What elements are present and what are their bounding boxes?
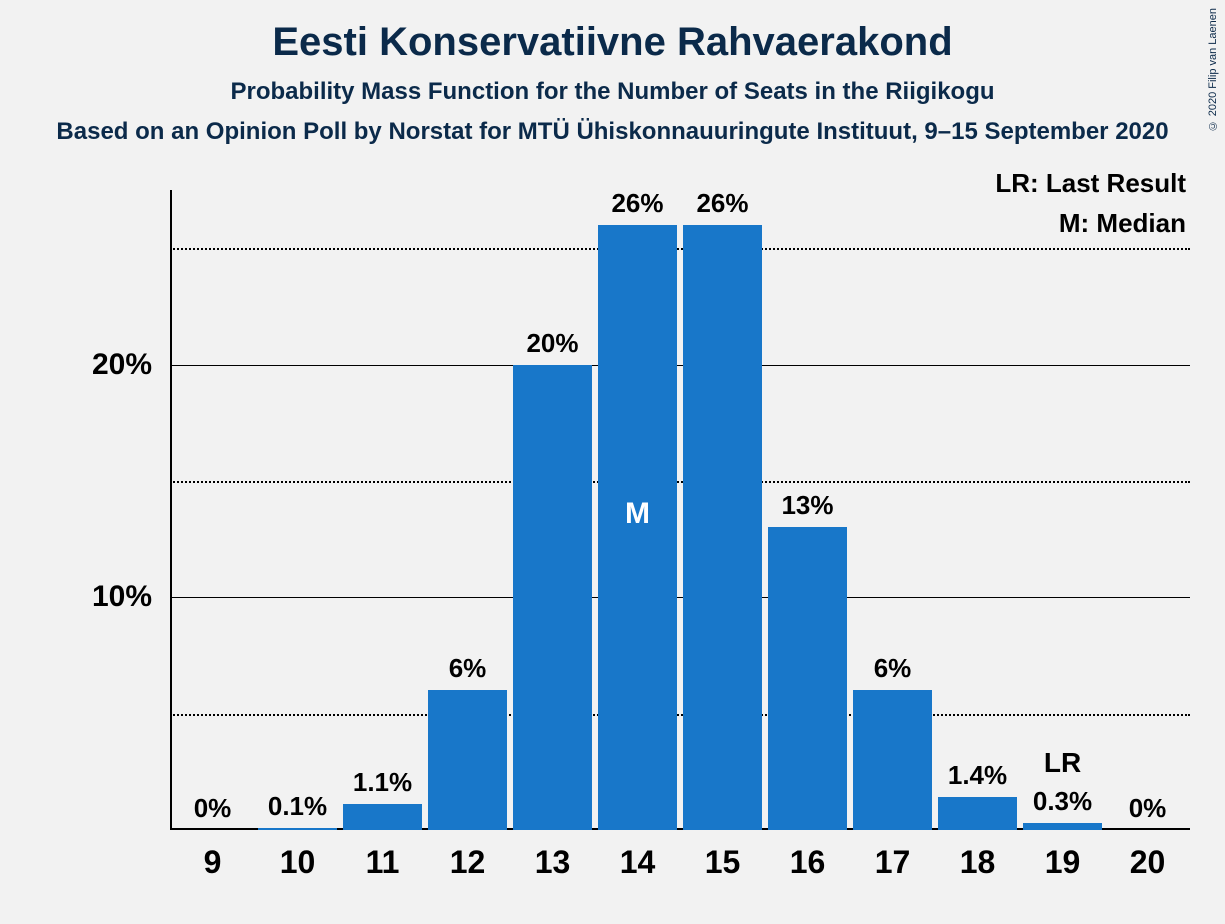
bar-value-label: 13% [781,490,833,521]
x-tick-label: 9 [204,844,222,881]
bar-value-label: 0.1% [268,791,327,822]
chart-container: Eesti Konservatiivne Rahvaerakond Probab… [0,0,1225,924]
bar-value-label: 26% [696,188,748,219]
bar-value-label: 6% [874,653,912,684]
bar [768,527,848,830]
chart-title: Eesti Konservatiivne Rahvaerakond [0,20,1225,65]
x-tick-label: 12 [450,844,486,881]
bar [428,690,508,830]
x-tick-label: 19 [1045,844,1081,881]
bar-value-label: 26% [611,188,663,219]
bar [938,797,1018,830]
chart-subtitle: Probability Mass Function for the Number… [0,78,1225,106]
gridline-major [170,365,1190,366]
gridline-minor [170,248,1190,250]
bar [683,225,763,830]
y-tick-label: 20% [92,348,152,382]
x-tick-label: 20 [1130,844,1166,881]
x-tick-label: 18 [960,844,996,881]
bar-value-label: 20% [526,328,578,359]
x-tick-label: 13 [535,844,571,881]
gridline-minor [170,481,1190,483]
x-tick-label: 10 [280,844,316,881]
median-marker: M [625,497,650,531]
bar-value-label: 6% [449,653,487,684]
gridline-minor [170,714,1190,716]
copyright-label: © 2020 Filip van Laenen [1207,8,1219,131]
y-axis-line [170,190,172,830]
x-tick-label: 11 [366,844,400,881]
last-result-marker: LR [1044,747,1081,779]
bar [1023,823,1103,830]
x-tick-label: 15 [705,844,741,881]
bar [853,690,933,830]
x-tick-label: 17 [875,844,911,881]
chart-source: Based on an Opinion Poll by Norstat for … [0,118,1225,146]
bar-value-label: 0.3% [1033,786,1092,817]
x-tick-label: 16 [790,844,826,881]
bar [343,804,423,830]
y-tick-label: 10% [92,580,152,614]
bar [258,828,338,830]
bar-value-label: 0% [1129,793,1167,824]
bar-value-label: 1.1% [353,767,412,798]
legend-m: M: Median [1059,208,1186,239]
bar-value-label: 1.4% [948,760,1007,791]
bar [513,365,593,830]
gridline-major [170,597,1190,598]
legend-lr: LR: Last Result [995,168,1186,199]
x-tick-label: 14 [620,844,656,881]
bar-value-label: 0% [194,793,232,824]
plot-area: 10%20% 0%0.1%1.1%6%20%26%M26%13%6%1.4%0.… [170,190,1190,830]
